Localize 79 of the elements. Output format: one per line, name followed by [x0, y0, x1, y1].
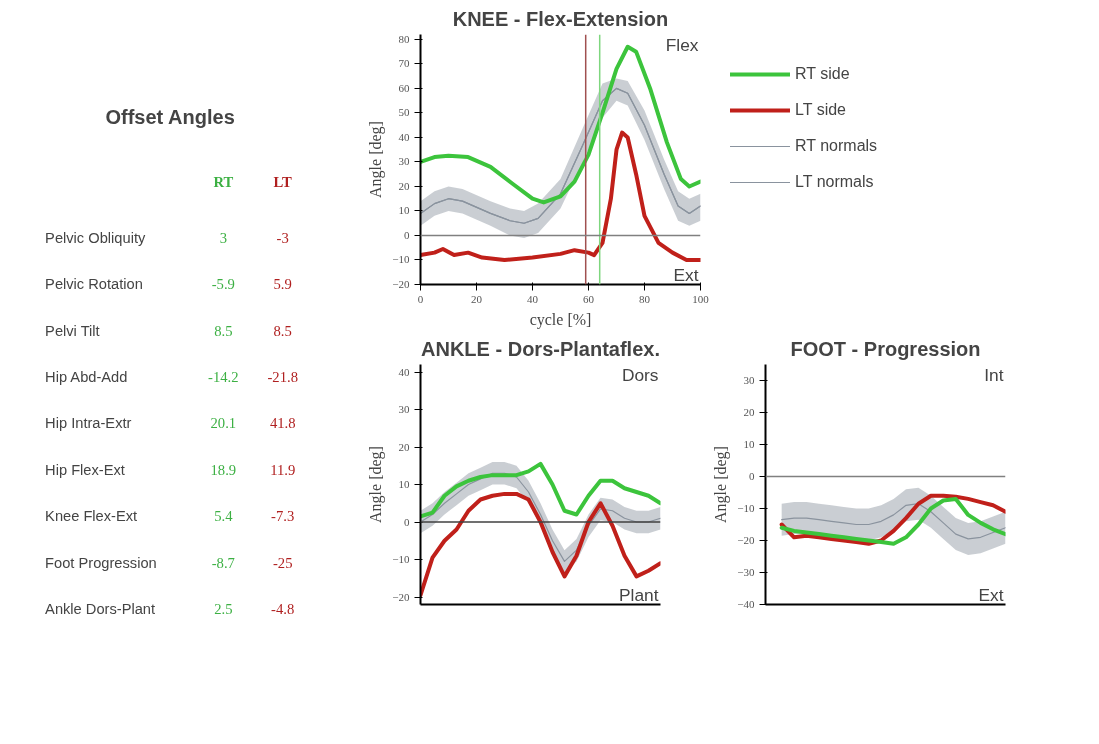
y-axis-title: Angle [deg]: [367, 121, 386, 198]
annotation: Ext: [673, 264, 699, 285]
y-tick-label: 40: [398, 130, 410, 143]
data-label: 11.9: [270, 461, 296, 478]
chart-title: ANKLE - Dors-Plantaflex.: [421, 337, 660, 360]
data-label: 20.1: [210, 415, 237, 432]
category-label: Pelvic Obliquity: [45, 229, 146, 246]
data-label: -14.2: [208, 368, 239, 385]
annotation: Int: [984, 364, 1004, 385]
y-tick-label: 20: [398, 440, 410, 453]
annotation: Dors: [621, 364, 659, 385]
category-label: Knee Flex-Ext: [45, 508, 138, 525]
legend-label: LT normals: [795, 173, 874, 191]
data-label: 5.4: [214, 508, 234, 525]
x-tick-label: 80: [639, 292, 651, 305]
data-label: 5.9: [273, 276, 292, 293]
x-tick-label: 100: [692, 292, 710, 305]
data-label: -4.8: [271, 601, 295, 618]
legend-label: RT side: [795, 65, 850, 83]
y-tick-label: 30: [398, 403, 410, 415]
y-axis-title: Angle [deg]: [367, 446, 386, 523]
y-tick-label: 10: [743, 438, 755, 450]
category-label: Pelvi Tilt: [45, 322, 100, 339]
y-tick-label: −10: [737, 502, 755, 514]
y-tick-label: 30: [398, 155, 410, 168]
y-tick-label: 20: [398, 179, 410, 192]
data-label: 18.9: [210, 461, 237, 478]
data-label: 8.5: [214, 322, 233, 339]
category-label: Hip Abd-Add: [45, 368, 128, 385]
y-tick-label: 0: [404, 228, 410, 241]
annotation: Flex: [665, 34, 699, 55]
y-tick-label: 40: [398, 365, 410, 378]
data-label: 8.5: [273, 322, 292, 339]
legend-label: RT normals: [795, 137, 878, 155]
y-tick-label: 30: [743, 374, 755, 386]
legend-label: RT: [213, 173, 234, 190]
category-label: Hip Intra-Extr: [45, 415, 132, 432]
data-label: -8.7: [211, 554, 235, 571]
data-label: 2.5: [214, 601, 233, 618]
y-tick-label: 0: [404, 515, 410, 528]
y-tick-label: −20: [737, 534, 755, 546]
chart-title: FOOT - Progression: [790, 337, 981, 360]
category-label: Hip Flex-Ext: [45, 461, 125, 478]
y-tick-label: 10: [398, 204, 410, 217]
category-label: Ankle Dors-Plant: [45, 601, 156, 618]
category-label: Foot Progression: [45, 554, 157, 571]
x-tick-label: 20: [471, 292, 483, 305]
y-tick-label: −10: [392, 553, 410, 565]
y-tick-label: 80: [398, 32, 410, 45]
y-tick-label: 60: [398, 81, 410, 94]
x-axis-title: cycle [%]: [529, 310, 592, 329]
annotation: Ext: [978, 584, 1004, 605]
text: Offset Angles: [105, 105, 235, 128]
data-label: -3: [276, 229, 289, 246]
data-label: -7.3: [271, 508, 295, 525]
data-label: -5.9: [211, 276, 235, 293]
category-label: Pelvic Rotation: [45, 276, 143, 293]
y-tick-label: −20: [392, 278, 410, 290]
y-tick-label: 10: [398, 478, 410, 490]
y-tick-label: 20: [743, 406, 755, 418]
data-label: 3: [219, 229, 227, 246]
annotation: Plant: [619, 584, 659, 605]
y-tick-label: 70: [398, 57, 410, 70]
x-tick-label: 60: [583, 292, 595, 305]
y-axis-title: Angle [deg]: [712, 446, 731, 523]
y-tick-label: −30: [737, 566, 755, 578]
y-tick-label: 0: [749, 470, 755, 482]
y-tick-label: −40: [737, 598, 755, 610]
data-label: -25: [272, 554, 293, 571]
y-tick-label: 50: [398, 106, 410, 119]
data-label: 41.8: [269, 415, 296, 432]
data-label: -21.8: [267, 368, 298, 385]
x-tick-label: 40: [527, 292, 539, 305]
x-tick-label: 0: [417, 292, 424, 305]
chart-title: KNEE - Flex-Extension: [452, 7, 669, 30]
legend-label: LT side: [795, 101, 846, 119]
legend-label: LT: [273, 173, 293, 190]
y-tick-label: −10: [392, 253, 410, 266]
y-tick-label: −20: [392, 590, 410, 603]
